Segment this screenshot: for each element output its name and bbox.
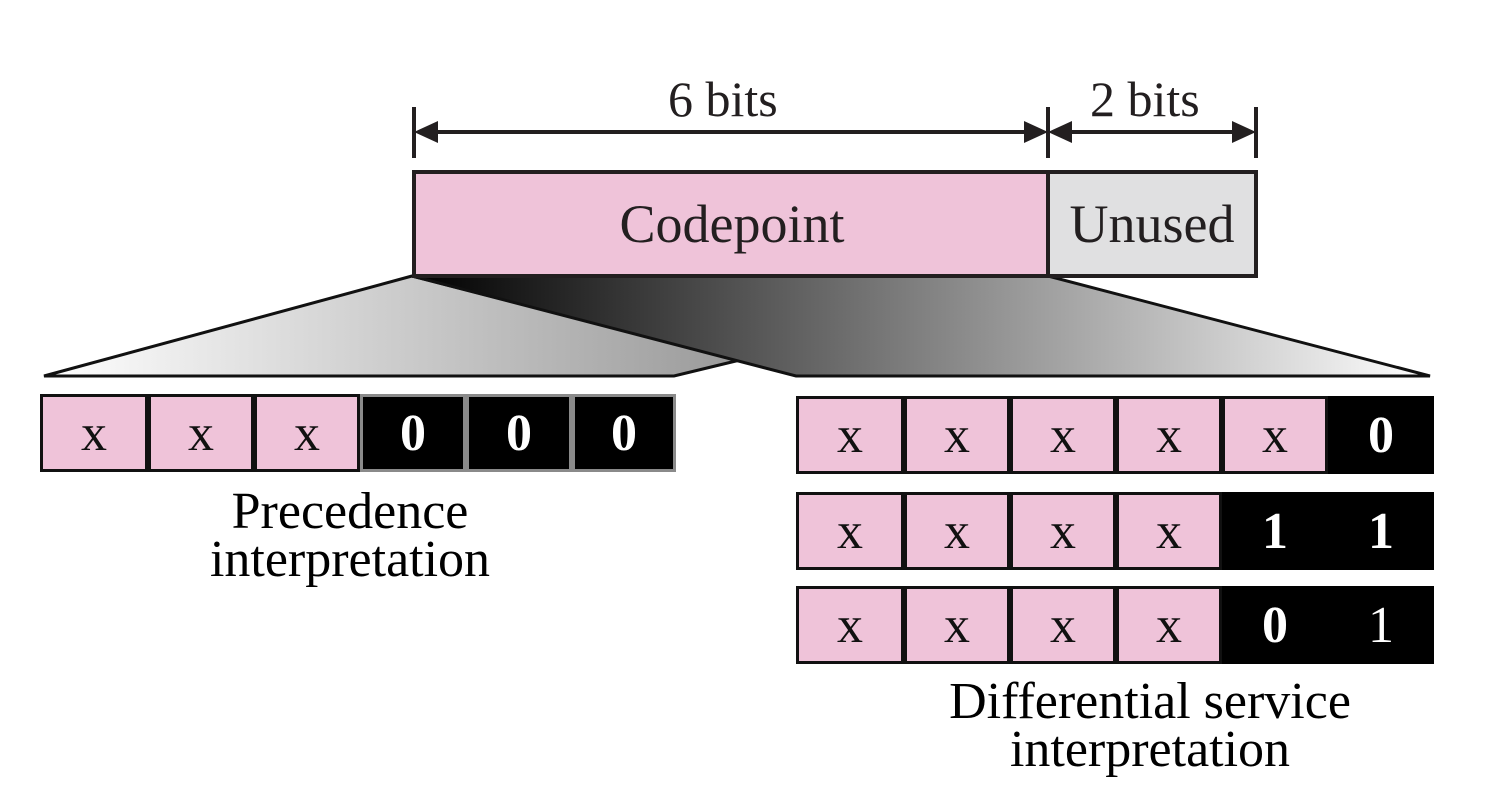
differential-row3-bit-3: x <box>1010 586 1116 664</box>
differential-row3-bit-4: x <box>1116 586 1222 664</box>
differential-row1-bit-2: x <box>904 396 1010 474</box>
precedence-caption-line1: Precedence <box>231 483 469 540</box>
differential-row2-bit-4: x <box>1116 492 1222 570</box>
differential-row2-bit-3: x <box>1010 492 1116 570</box>
six-bits-dimension <box>412 107 1258 158</box>
differential-row3-bit-2: x <box>904 586 1010 664</box>
differential-row1-bit-6: 0 <box>1328 396 1434 474</box>
precedence-caption: Precedence interpretation <box>150 483 550 588</box>
differential-caption-line1: Differential service <box>949 673 1351 730</box>
precedence-row: x x x 0 0 0 <box>40 394 676 472</box>
differential-row3-bit-1: x <box>796 586 904 664</box>
codepoint-field: Codepoint <box>412 170 1052 278</box>
precedence-bit-3: x <box>254 394 360 472</box>
differential-row3-bit-6: 1 <box>1328 586 1434 664</box>
precedence-bit-1: x <box>40 394 148 472</box>
precedence-caption-line2: interpretation <box>209 531 491 588</box>
precedence-bit-4: 0 <box>360 394 466 472</box>
differential-caption: Differential service interpretation <box>870 673 1430 778</box>
differential-row-3: x x x x 0 1 <box>796 586 1434 664</box>
unused-field: Unused <box>1046 170 1258 278</box>
differential-row-1: x x x x x 0 <box>796 396 1434 474</box>
precedence-bit-2: x <box>148 394 254 472</box>
codepoint-label: Codepoint <box>619 194 845 254</box>
two-bits-label: 2 bits <box>1090 71 1200 127</box>
differential-row2-bit-6: 1 <box>1328 492 1434 570</box>
unused-label: Unused <box>1069 194 1235 254</box>
six-bits-label: 6 bits <box>668 71 778 127</box>
differential-row2-bit-1: x <box>796 492 904 570</box>
precedence-bit-6: 0 <box>572 394 676 472</box>
differential-caption-line2: interpretation <box>1009 721 1291 778</box>
differential-row2-bit-2: x <box>904 492 1010 570</box>
differential-row1-bit-3: x <box>1010 396 1116 474</box>
differential-row2-bit-5: 1 <box>1222 492 1328 570</box>
differential-row1-bit-4: x <box>1116 396 1222 474</box>
differential-row-2: x x x x 1 1 <box>796 492 1434 570</box>
differential-row1-bit-1: x <box>796 396 904 474</box>
differential-row3-bit-5: 0 <box>1222 586 1328 664</box>
precedence-bit-5: 0 <box>466 394 572 472</box>
differential-row1-bit-5: x <box>1222 396 1328 474</box>
